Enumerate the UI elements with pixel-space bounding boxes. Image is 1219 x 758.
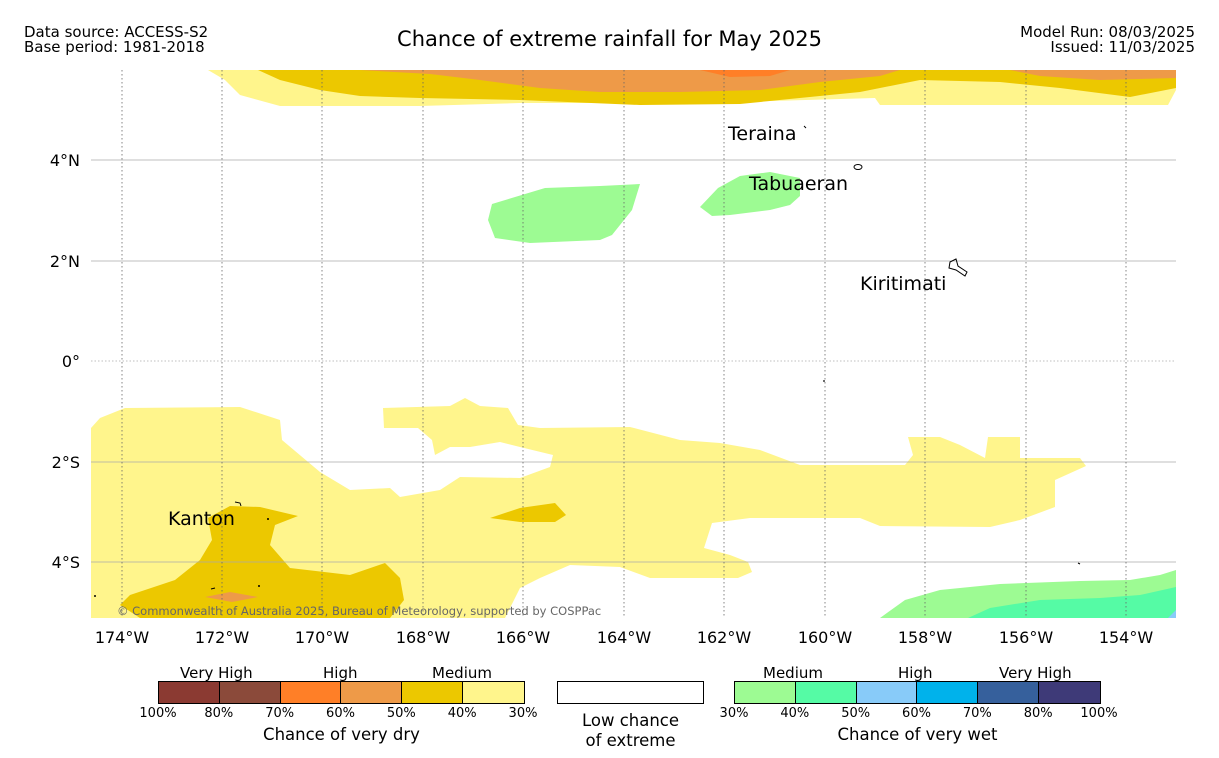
legend-low-caption-2: of extreme (585, 731, 676, 750)
legend-wet-swatch (856, 682, 918, 703)
legend-wet-swatch (1039, 682, 1100, 703)
islet-4 (258, 585, 260, 587)
legend-dry-tick: 70% (265, 706, 295, 721)
lon-label-174w: 174°W (95, 628, 150, 647)
legend-wet-tick: 100% (1080, 706, 1118, 721)
rainfall-map: Teraina Tabuaeran Kiritimati Kanton © Co… (50, 70, 1176, 647)
tabuaeran-island (853, 164, 863, 170)
lat-label-2s: 2°S (52, 453, 80, 472)
legend-dry-tick: 80% (204, 706, 234, 721)
place-kanton: Kanton (168, 508, 235, 530)
legend-dry-colorbar (158, 681, 525, 704)
legend-dry-swatch (463, 682, 524, 703)
dry-50-60-region-kanton (205, 592, 258, 602)
data-source-label: Data source: ACCESS-S2 (24, 23, 209, 41)
lon-label-158w: 158°W (898, 628, 953, 647)
place-teraina: Teraina (727, 123, 797, 145)
legend-wet-swatch (978, 682, 1040, 703)
islet-2 (1077, 562, 1081, 565)
model-run-label: Model Run: 08/03/2025 (1020, 23, 1195, 41)
place-kiritimati: Kiritimati (860, 273, 946, 295)
lon-label-156w: 156°W (999, 628, 1054, 647)
issued-label: Issued: 11/03/2025 (1050, 38, 1195, 56)
legend-dry-caption: Chance of very dry (263, 725, 420, 744)
islet-3 (267, 518, 269, 520)
legend-dry-swatch (341, 682, 403, 703)
dry-60-70-region-north (700, 70, 790, 77)
lon-label-172w: 172°W (195, 628, 250, 647)
lat-label-4s: 4°S (52, 553, 80, 572)
lon-label-160w: 160°W (798, 628, 853, 647)
legend-wet-tick: 70% (962, 706, 992, 721)
dry-50-60-region-north-east (1010, 70, 1176, 80)
legend-wet-group-high: High (898, 664, 933, 682)
lat-label-equator: 0° (62, 352, 80, 371)
legend-dry-tick: 50% (386, 706, 416, 721)
lon-label-154w: 154°W (1099, 628, 1154, 647)
dry-40-50-region-central (490, 503, 566, 522)
dry-30-40-region-south (91, 398, 1086, 618)
legend-dry-swatch (159, 682, 220, 703)
islet-6 (823, 380, 825, 382)
legend-wet-caption: Chance of very wet (837, 725, 998, 744)
lon-label-164w: 164°W (597, 628, 652, 647)
legend-dry-tick: 100% (139, 706, 177, 721)
legend-wet-swatch (795, 682, 857, 703)
place-tabuaeran: Tabuaeran (748, 173, 848, 195)
islet-1 (210, 587, 216, 590)
legend-dry-tick: 60% (326, 706, 355, 721)
legend-wet-tick: 40% (780, 706, 810, 721)
legend-wet-tick: 30% (719, 706, 749, 721)
legend-dry-swatch (280, 682, 342, 703)
legend-dry-group-medium: Medium (432, 664, 492, 682)
legend-wet-swatch (735, 682, 796, 703)
lon-label-166w: 166°W (496, 628, 551, 647)
wet-30-40-region-east (700, 172, 800, 216)
legend-low-swatch (557, 681, 704, 704)
lon-label-168w: 168°W (396, 628, 451, 647)
legend-dry-swatch (219, 682, 281, 703)
legend-dry-group-very-high: Very High (180, 664, 253, 682)
legend-wet-tick: 60% (902, 706, 931, 721)
legend-wet-colorbar (734, 681, 1101, 704)
kanton-island (234, 501, 242, 507)
copyright-notice: © Commonwealth of Australia 2025, Bureau… (117, 604, 601, 618)
lon-label-170w: 170°W (295, 628, 350, 647)
legend-dry-tick: 40% (447, 706, 477, 721)
kiritimati-island (948, 258, 968, 277)
wet-50-60-region-southeast (1168, 610, 1176, 618)
lat-label-2n: 2°N (50, 252, 80, 271)
legend-low-caption-1: Low chance (581, 711, 680, 730)
legend-dry-group-high: High (323, 664, 358, 682)
legend-wet-group-very-high: Very High (999, 664, 1072, 682)
page-title: Chance of extreme rainfall for May 2025 (397, 27, 822, 51)
legend-wet-group-medium: Medium (763, 664, 823, 682)
legend-dry-tick: 30% (508, 706, 538, 721)
base-period-label: Base period: 1981-2018 (24, 38, 205, 56)
islet-5 (94, 595, 96, 597)
legend-wet-tick: 80% (1023, 706, 1053, 721)
legend-wet-swatch (917, 682, 979, 703)
teraina-island (803, 125, 807, 129)
lon-label-162w: 162°W (697, 628, 752, 647)
lat-label-4n: 4°N (50, 151, 80, 170)
legend-wet-tick: 50% (841, 706, 871, 721)
wet-30-40-region-west (488, 184, 640, 243)
wet-40-50-region-southeast (968, 587, 1176, 618)
legend-dry-swatch (402, 682, 464, 703)
